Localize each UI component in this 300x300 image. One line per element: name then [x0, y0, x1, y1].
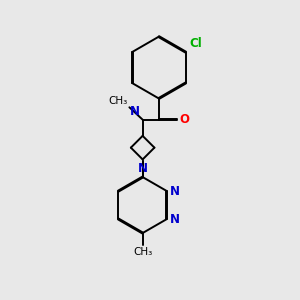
Text: N: N — [130, 105, 140, 118]
Text: O: O — [179, 113, 189, 126]
Text: CH₃: CH₃ — [133, 247, 152, 257]
Text: N: N — [170, 212, 180, 226]
Text: CH₃: CH₃ — [109, 96, 128, 106]
Text: N: N — [170, 184, 180, 198]
Text: N: N — [138, 162, 148, 175]
Text: Cl: Cl — [189, 37, 202, 50]
